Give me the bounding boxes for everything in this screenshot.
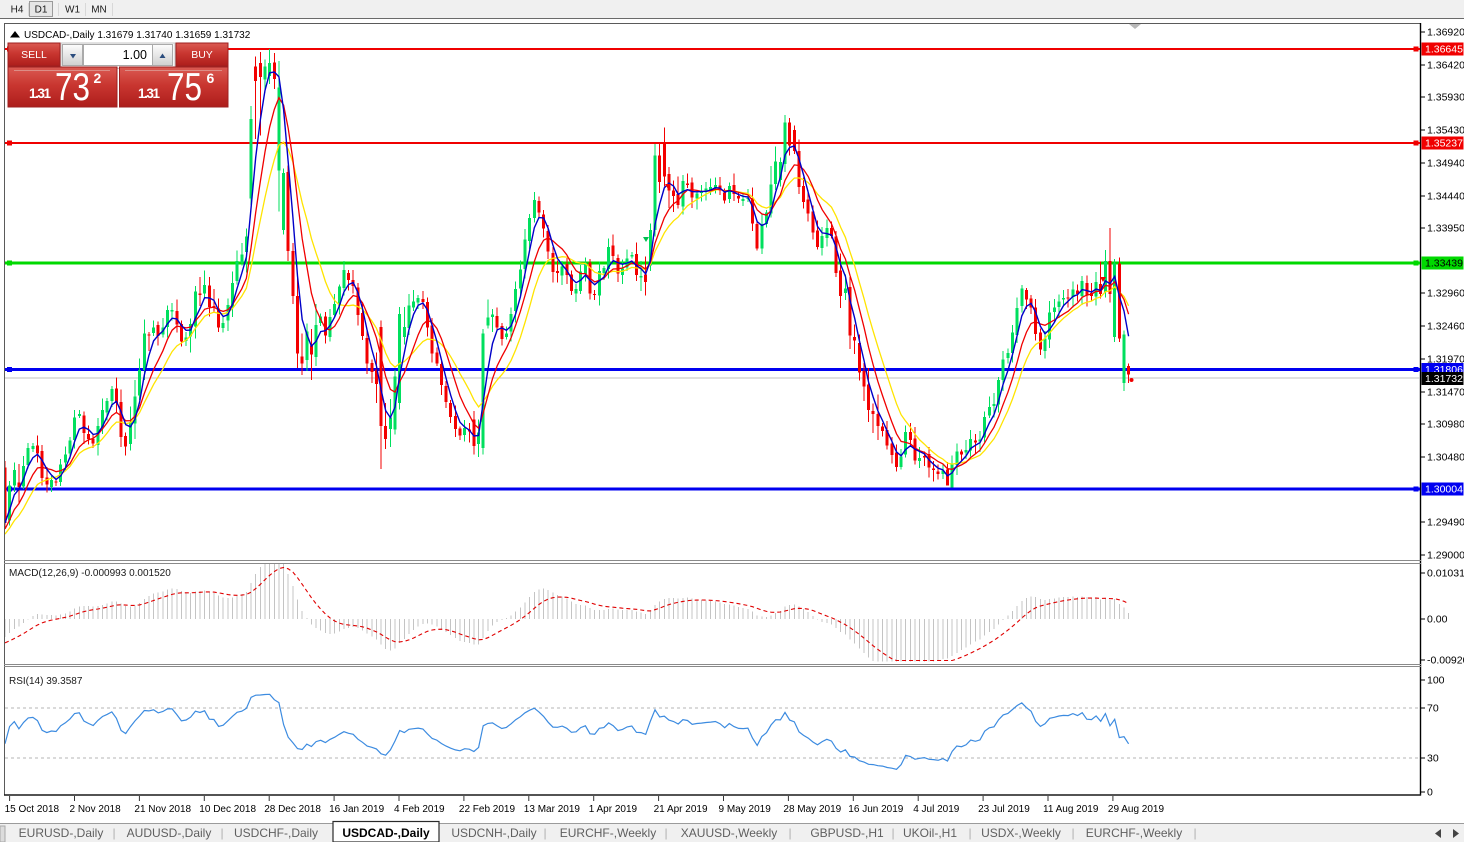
svg-text:AUDUSD-,Daily: AUDUSD-,Daily <box>127 826 212 840</box>
svg-text:4 Feb 2019: 4 Feb 2019 <box>394 804 445 815</box>
svg-text:1.32960: 1.32960 <box>1427 288 1464 300</box>
svg-text:1.32460: 1.32460 <box>1427 321 1464 333</box>
svg-text:1.34440: 1.34440 <box>1427 191 1464 203</box>
svg-text:1.35930: 1.35930 <box>1427 92 1464 104</box>
svg-text:1.31: 1.31 <box>29 86 51 101</box>
svg-text:1.31970: 1.31970 <box>1427 354 1464 366</box>
svg-text:EURCHF-,Weekly: EURCHF-,Weekly <box>1086 826 1182 840</box>
svg-text:|: | <box>1071 826 1074 840</box>
svg-text:15 Oct 2018: 15 Oct 2018 <box>5 804 60 815</box>
svg-text:11 Aug 2019: 11 Aug 2019 <box>1043 804 1099 815</box>
svg-text:RSI(14) 39.3587: RSI(14) 39.3587 <box>9 676 83 687</box>
svg-text:EURCHF-,Weekly: EURCHF-,Weekly <box>560 826 656 840</box>
svg-text:1.31: 1.31 <box>138 86 160 101</box>
svg-text:22 Feb 2019: 22 Feb 2019 <box>459 804 516 815</box>
svg-text:29 Aug 2019: 29 Aug 2019 <box>1108 804 1165 815</box>
svg-text:H4: H4 <box>11 5 24 16</box>
svg-text:1.29490: 1.29490 <box>1427 517 1464 529</box>
svg-text:|: | <box>891 826 894 840</box>
svg-text:-0.009203: -0.009203 <box>1427 655 1464 667</box>
svg-text:|: | <box>664 826 667 840</box>
svg-text:16 Jan 2019: 16 Jan 2019 <box>329 804 384 815</box>
svg-text:|: | <box>112 826 115 840</box>
svg-text:1.34940: 1.34940 <box>1427 158 1464 170</box>
svg-text:0.00: 0.00 <box>1427 614 1448 626</box>
svg-text:1.30004: 1.30004 <box>1425 484 1463 496</box>
svg-text:13 Mar 2019: 13 Mar 2019 <box>524 804 581 815</box>
svg-text:GBPUSD-,H1: GBPUSD-,H1 <box>810 826 884 840</box>
svg-text:21 Apr 2019: 21 Apr 2019 <box>654 804 708 815</box>
svg-text:MN: MN <box>91 5 107 16</box>
svg-text:EURUSD-,Daily: EURUSD-,Daily <box>19 826 104 840</box>
svg-text:SELL: SELL <box>21 49 47 61</box>
svg-text:1.36420: 1.36420 <box>1427 60 1464 72</box>
svg-text:6: 6 <box>207 70 215 86</box>
svg-text:16 Jun 2019: 16 Jun 2019 <box>848 804 903 815</box>
svg-text:USDCHF-,Daily: USDCHF-,Daily <box>234 826 318 840</box>
svg-text:1.00: 1.00 <box>123 48 147 62</box>
svg-text:1.33439: 1.33439 <box>1425 258 1463 270</box>
svg-text:30: 30 <box>1427 753 1439 765</box>
svg-text:73: 73 <box>55 66 90 109</box>
svg-text:1.36645: 1.36645 <box>1425 44 1463 56</box>
svg-text:1.30980: 1.30980 <box>1427 419 1464 431</box>
svg-text:1.29000: 1.29000 <box>1427 550 1464 562</box>
svg-text:UKOil-,H1: UKOil-,H1 <box>903 826 957 840</box>
svg-text:|: | <box>220 826 223 840</box>
svg-text:BUY: BUY <box>191 49 213 61</box>
svg-text:MACD(12,26,9) -0.000993 0.0015: MACD(12,26,9) -0.000993 0.001520 <box>9 568 171 579</box>
svg-text:1.33950: 1.33950 <box>1427 223 1464 235</box>
svg-text:USDX-,Weekly: USDX-,Weekly <box>981 826 1061 840</box>
svg-text:|: | <box>968 826 971 840</box>
svg-text:28 May 2019: 28 May 2019 <box>783 804 841 815</box>
svg-text:1.35237: 1.35237 <box>1425 138 1463 150</box>
svg-text:|: | <box>788 826 791 840</box>
svg-text:XAUUSD-,Weekly: XAUUSD-,Weekly <box>681 826 777 840</box>
svg-text:1.30480: 1.30480 <box>1427 452 1464 464</box>
svg-text:D1: D1 <box>35 5 48 16</box>
svg-text:1.31470: 1.31470 <box>1427 387 1464 399</box>
svg-text:1.35430: 1.35430 <box>1427 125 1464 137</box>
svg-text:28 Dec 2018: 28 Dec 2018 <box>264 804 321 815</box>
svg-text:USDCAD-,Daily 1.31679 1.31740: USDCAD-,Daily 1.31679 1.31740 1.31659 1.… <box>24 30 251 41</box>
svg-text:|: | <box>543 826 546 840</box>
svg-text:10 Dec 2018: 10 Dec 2018 <box>199 804 256 815</box>
svg-text:USDCAD-,Daily: USDCAD-,Daily <box>342 826 430 840</box>
svg-text:70: 70 <box>1427 703 1439 715</box>
svg-text:2: 2 <box>94 70 102 86</box>
svg-text:1 Apr 2019: 1 Apr 2019 <box>589 804 638 815</box>
svg-text:2 Nov 2018: 2 Nov 2018 <box>70 804 122 815</box>
svg-text:USDCNH-,Daily: USDCNH-,Daily <box>451 826 536 840</box>
svg-text:9 May 2019: 9 May 2019 <box>719 804 772 815</box>
svg-text:W1: W1 <box>65 5 80 16</box>
svg-text:1.31732: 1.31732 <box>1425 373 1463 385</box>
svg-text:0.010311: 0.010311 <box>1427 568 1464 580</box>
svg-text:21 Nov 2018: 21 Nov 2018 <box>134 804 191 815</box>
svg-text:|: | <box>1193 826 1196 840</box>
svg-text:4 Jul 2019: 4 Jul 2019 <box>913 804 960 815</box>
svg-text:100: 100 <box>1427 675 1445 687</box>
svg-text:1.36920: 1.36920 <box>1427 27 1464 39</box>
svg-text:0: 0 <box>1427 787 1433 799</box>
svg-text:23 Jul 2019: 23 Jul 2019 <box>978 804 1030 815</box>
svg-text:75: 75 <box>167 66 202 109</box>
